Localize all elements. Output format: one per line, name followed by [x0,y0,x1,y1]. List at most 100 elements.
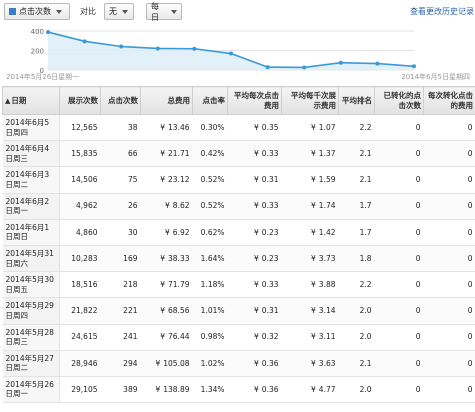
y-tick-label: 200 [31,48,44,56]
currency-symbol: ¥ [311,384,316,394]
chart-point[interactable] [155,46,160,51]
cell-avg-position-value: 1.7 [359,201,372,211]
chart-point[interactable] [229,51,233,56]
column-header-avg-cpm[interactable]: 平均每千次展示费用 [281,86,339,115]
cell-avg-position-value: 2.0 [359,332,372,342]
cell-impressions-value: 21,822 [71,306,98,316]
cell-avg-cpm-value: 1.42 [318,227,336,237]
column-header-impressions[interactable]: 展示次数 [59,86,101,115]
cell-clicks: 294 [100,349,141,377]
currency-symbol: ¥ [165,201,170,211]
cell-avg-position: 2.0 [338,323,375,351]
cell-conversions: 0 [374,192,424,220]
cell-ctr: 1.01% [192,297,228,325]
cell-impressions-value: 29,105 [71,384,98,394]
cell-clicks-value: 241 [123,332,138,342]
cell-avg-position-value: 2.0 [359,306,372,316]
cell-clicks-value: 169 [123,253,138,263]
cell-cost-per-conversion: 0 [423,375,475,404]
column-header-clicks[interactable]: 点击次数 [100,86,141,115]
cell-cost: ¥105.08 [140,349,193,377]
currency-symbol: ¥ [165,227,170,237]
table-header-row: ▲日期 展示次数 点击次数 总费用 点击率 平均每次点击费用 平均每千次展示费用… [2,86,475,115]
cell-avg-cpc: ¥0.31 [227,297,282,325]
cell-avg-position: 2.1 [338,140,375,168]
cell-avg-position: 2.2 [338,113,375,142]
cell-conversions: 0 [374,166,424,194]
cell-avg-cpc: ¥0.33 [227,192,282,220]
column-header-ctr[interactable]: 点击率 [192,86,228,115]
cell-avg-cpm: ¥1.42 [281,218,339,246]
cell-clicks: 218 [100,271,141,299]
granularity-select[interactable]: 每日 [146,2,182,22]
chart-start-date: 2014年5月26日星期一 [6,72,79,81]
cell-ctr: 1.64% [192,244,228,273]
cell-cost-per-conversion-value: 0 [467,279,473,289]
cell-date-value: 2014年6月5日周四 [5,118,50,137]
cell-conversions: 0 [374,297,424,325]
cell-cost-per-conversion: 0 [423,218,475,246]
chart-point[interactable] [265,65,270,70]
chart-point[interactable] [46,30,50,35]
currency-symbol: ¥ [155,384,161,394]
cell-avg-position-value: 2.1 [359,358,372,368]
cell-impressions: 15,835 [59,140,101,168]
cell-ctr: 1.18% [192,271,228,299]
column-header-cost[interactable]: 总费用 [140,86,193,115]
cell-avg-cpm: ¥3.14 [281,297,339,325]
chart-point[interactable] [82,39,87,44]
cell-clicks: 241 [100,323,141,351]
table-row: 2014年5月27日周二 28,946 294 ¥105.08 1.02% ¥0.36 ¥3… [2,349,475,377]
chart-point[interactable] [302,65,307,70]
cell-cost-per-conversion: 0 [423,323,475,351]
cell-conversions-value: 0 [415,201,421,211]
column-header-date[interactable]: ▲日期 [2,86,60,115]
cell-ctr-value: 1.64% [200,253,225,263]
chart-point[interactable] [119,44,124,49]
currency-symbol: ¥ [155,358,161,368]
y-tick-label: 0 [40,67,44,75]
chart-point[interactable] [192,46,197,51]
clicks-chart-svg: 0 200 400 2014年5月26日星期一 2014年6月5日星期四 [6,28,470,81]
cell-ctr-value: 0.52% [200,175,225,185]
column-header-conversions[interactable]: 已转化的点击次数 [374,86,424,115]
cell-ctr-value: 1.18% [200,279,225,289]
cell-date-value: 2014年5月27日周二 [5,353,54,373]
compare-select[interactable]: 无 [104,3,134,20]
cell-cost-per-conversion-value: 0 [467,332,473,342]
column-header-avg-cpc[interactable]: 平均每次点击费用 [227,86,282,115]
cell-avg-cpc-value: 0.23 [261,253,279,263]
metric-select-label: 点击次数 [19,7,51,16]
cell-date: 2014年6月3日周二 [2,166,60,194]
cell-date-value: 2014年6月1日周日 [5,222,50,242]
cell-avg-cpc: ¥0.35 [227,113,282,142]
cell-date: 2014年5月29日周四 [2,297,60,325]
cell-cost-per-conversion-value: 0 [467,253,473,263]
cell-avg-cpc: ¥0.36 [227,375,282,404]
cell-avg-position: 1.7 [338,218,375,246]
cell-cost-per-conversion-value: 0 [467,122,473,132]
cell-avg-cpc: ¥0.33 [227,140,282,168]
cell-avg-cpc-value: 0.33 [261,279,279,289]
cell-conversions: 0 [374,218,424,246]
metric-select[interactable]: 点击次数 [4,3,70,20]
table-row: 2014年6月2日周一 4,962 26 ¥8.62 0.52% ¥0.33 ¥1.74 1.… [2,192,475,220]
cell-cost-value: 68.56 [168,306,190,316]
cell-clicks-value: 218 [123,279,138,289]
change-history-link[interactable]: 查看更改历史记录 [410,7,474,16]
cell-cost: ¥8.62 [140,192,193,220]
chart-point[interactable] [338,60,343,65]
cell-clicks: 30 [100,218,141,246]
cell-cost-value: 8.62 [172,201,190,211]
column-header-avg-position[interactable]: 平均排名 [338,86,375,115]
chart-point[interactable] [412,64,416,69]
chart-point[interactable] [375,61,380,66]
toolbar: 点击次数 对比 无 每日 查看更改历史记录 [0,0,475,24]
cell-avg-cpc-value: 0.36 [261,384,279,394]
cell-clicks: 169 [100,244,141,273]
chevron-down-icon [171,9,177,14]
cell-conversions-value: 0 [415,175,421,185]
cell-clicks-value: 26 [127,201,138,211]
column-header-cost-per-conversion[interactable]: 每次转化点击的费用 [423,86,475,115]
cell-avg-cpc-value: 0.33 [261,201,279,211]
